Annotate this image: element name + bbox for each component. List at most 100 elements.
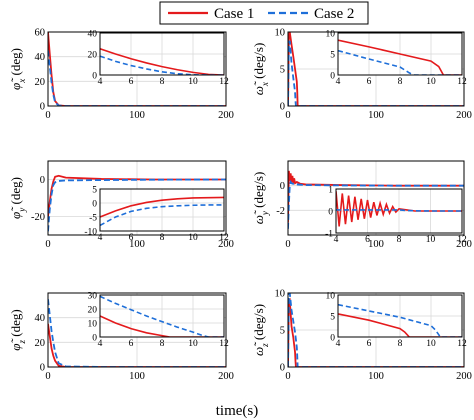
x-tick-label: 200 (456, 239, 472, 250)
x-tick-label: 0 (45, 110, 50, 121)
inset-x-tick-label: 6 (129, 339, 134, 349)
inset-omega-z: 4 6 8 10 12 0 5 10 (326, 292, 468, 350)
inset-x-tick-label: 10 (426, 339, 436, 349)
legend-label-case-1: Case 1 (214, 6, 254, 22)
series-line-case-2 (48, 299, 226, 367)
inset-x-tick-label: 12 (457, 235, 467, 245)
inset-x-tick-label: 8 (160, 339, 165, 349)
inset-phi-z: 4 6 8 10 12 0 10 20 30 (88, 292, 230, 350)
x-tick-label: 0 (285, 239, 290, 250)
axes-frame (47, 31, 227, 107)
inset-y-tick-label: 0 (92, 200, 97, 210)
y-tick-label: 40 (35, 52, 46, 63)
inset-y-tick-label: 0 (330, 72, 335, 82)
inset-x-tick-label: 6 (367, 77, 372, 87)
inset-x-tick-label: 8 (160, 77, 165, 87)
inset-x-tick-label: 8 (160, 233, 165, 243)
y-tick-label: 5 (280, 65, 285, 76)
inset-y-tick-label: 1 (328, 186, 333, 196)
y-tick-label: 60 (35, 28, 46, 39)
y-tick-label: 20 (35, 77, 46, 88)
inset-phi-x: 4 6 8 10 12 0 20 40 (88, 30, 230, 88)
inset-x-tick-label: 4 (98, 77, 103, 87)
inset-y-tick-label: -1 (325, 230, 333, 240)
inset-series-line-case-1 (100, 196, 224, 218)
inset-y-tick-label: 10 (326, 30, 336, 40)
inset-x-tick-label: 10 (188, 339, 198, 349)
inset-series-line-case-1 (336, 191, 462, 227)
inset-y-tick-label: 0 (92, 72, 97, 82)
inset-x-tick-label: 6 (129, 233, 134, 243)
inset-series-line-case-2 (336, 209, 462, 212)
y-tick-label: 0 (40, 363, 45, 374)
inset-axes-frame (99, 32, 225, 76)
x-tick-label: 0 (285, 110, 290, 121)
inset-axes-frame (99, 188, 225, 232)
x-tick-label: 100 (368, 371, 384, 382)
inset-x-tick-label: 4 (336, 77, 341, 87)
x-tick-label: 100 (368, 110, 384, 121)
x-tick-label: 200 (218, 371, 234, 382)
series-line-case-2 (288, 293, 464, 367)
inset-series-line-case-1 (100, 47, 224, 75)
axes-frame (47, 160, 227, 236)
y-tick-label: 0 (280, 363, 285, 374)
series-line-case-1 (48, 323, 226, 367)
inset-series-line-case-1 (338, 39, 462, 75)
series-line-case-2 (288, 40, 464, 106)
y-axis-label: φ̃y (deg) (8, 177, 27, 219)
inset-y-tick-label: 10 (326, 292, 336, 302)
inset-series-line-case-2 (100, 204, 224, 227)
inset-y-tick-label: 40 (88, 30, 98, 40)
x-axis-label: time(s) (216, 403, 259, 419)
inset-series-line-case-2 (338, 49, 462, 75)
inset-axes-frame (337, 294, 463, 338)
axes-frame (287, 292, 465, 368)
legend-box (159, 1, 369, 25)
inset-y-tick-label: 0 (328, 208, 333, 218)
y-tick-label: 0 (280, 181, 285, 192)
legend-label-case-2: Case 2 (314, 6, 354, 22)
panel-phi-y: 0 100 200 -20 0 4 6 8 10 12 -10 -5 0 5 φ̃y (deg) (8, 160, 234, 250)
inset-axes-frame (99, 294, 225, 338)
inset-x-tick-label: 8 (398, 339, 403, 349)
inset-y-tick-label: 5 (330, 51, 335, 61)
y-tick-label: 5 (280, 326, 285, 337)
inset-y-tick-label: 20 (88, 306, 98, 316)
x-tick-label: 100 (129, 239, 145, 250)
inset-y-tick-label: 0 (330, 334, 335, 344)
y-tick-label: 0 (40, 102, 45, 113)
y-tick-label: 10 (275, 289, 286, 300)
x-tick-label: 100 (129, 110, 145, 121)
inset-x-tick-label: 12 (219, 339, 229, 349)
series-line-case-2 (48, 50, 226, 106)
inset-omega-y: 4 6 8 10 12 -1 0 1 (325, 186, 467, 246)
y-tick-label: 10 (275, 28, 286, 39)
x-tick-label: 200 (218, 110, 234, 121)
series-line-case-1 (288, 32, 464, 106)
y-tick-label: 0 (40, 175, 45, 186)
inset-x-tick-label: 12 (457, 77, 467, 87)
panel-omega-y: 0 100 200 -2 0 4 6 8 10 12 -1 0 1 ω̃y (deg/s) (251, 160, 472, 250)
panel-phi-x: 0 100 200 0 20 40 60 4 6 8 10 12 0 20 40 φ̃x (deg) (8, 28, 234, 122)
panel-phi-z: 0 100 200 0 20 40 4 6 8 10 12 0 10 20 30 φ̃z (deg) (8, 292, 234, 383)
y-axis-label: ω̃y (deg/s) (251, 172, 270, 225)
y-tick-label: -20 (31, 212, 45, 223)
x-tick-label: 100 (368, 239, 384, 250)
inset-x-tick-label: 4 (98, 233, 103, 243)
inset-y-tick-label: 5 (330, 313, 335, 323)
inset-x-tick-label: 6 (129, 77, 134, 87)
y-tick-label: 20 (35, 338, 46, 349)
inset-x-tick-label: 10 (426, 235, 436, 245)
y-axis-label: ω̃z (deg/s) (251, 304, 270, 356)
inset-x-tick-label: 4 (336, 339, 341, 349)
x-tick-label: 0 (45, 371, 50, 382)
inset-y-tick-label: 0 (92, 334, 97, 344)
x-tick-label: 200 (456, 110, 472, 121)
inset-x-tick-label: 8 (397, 235, 402, 245)
y-tick-label: -2 (276, 206, 285, 217)
inset-omega-x: 4 6 8 10 12 0 5 10 (326, 30, 468, 88)
inset-x-tick-label: 8 (398, 77, 403, 87)
